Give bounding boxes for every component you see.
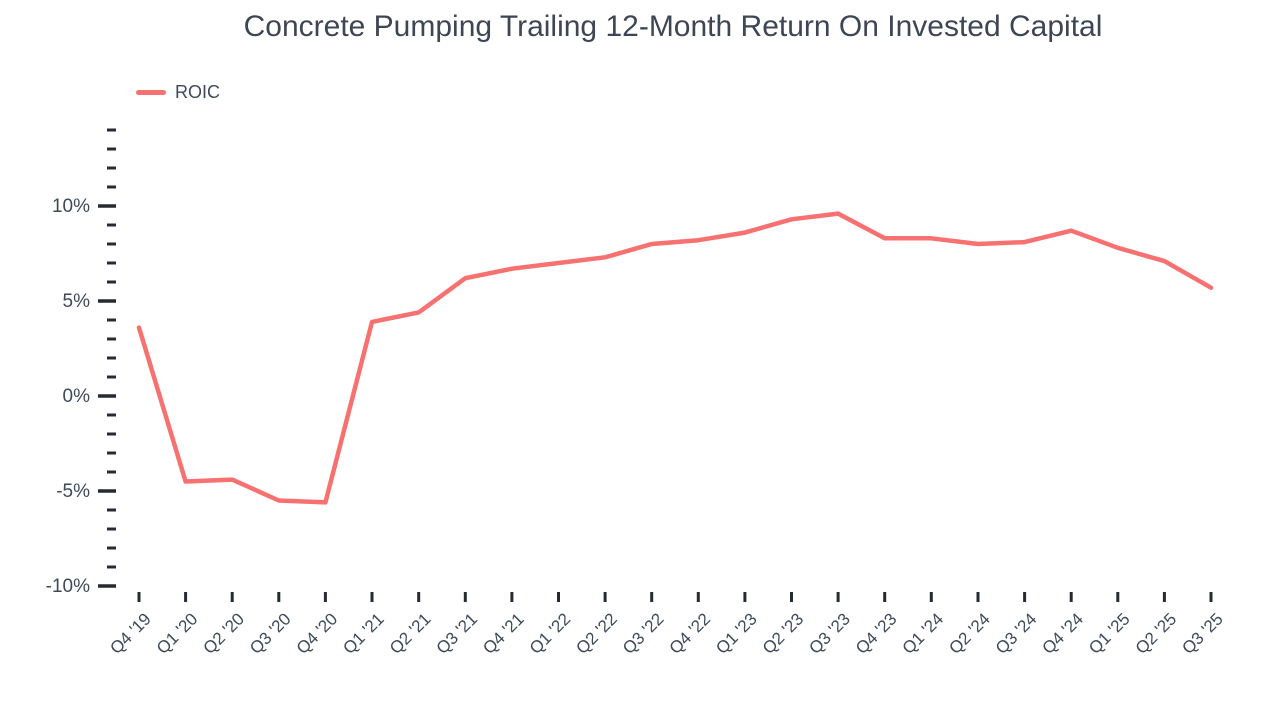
x-axis-label: Q1 '25 xyxy=(1085,609,1133,657)
x-axis-label: Q1 '20 xyxy=(153,609,201,657)
x-axis-label: Q4 '19 xyxy=(106,609,154,657)
x-axis-label: Q3 '24 xyxy=(992,609,1040,657)
x-axis-label: Q3 '22 xyxy=(619,609,667,657)
legend-label: ROIC xyxy=(175,82,220,102)
y-axis-label: 5% xyxy=(63,291,91,312)
x-axis-label: Q2 '25 xyxy=(1132,609,1180,657)
x-axis-label: Q2 '21 xyxy=(386,609,434,657)
y-axis-label: 0% xyxy=(63,386,91,407)
y-axis-label: -5% xyxy=(56,481,90,502)
x-axis-label: Q3 '21 xyxy=(433,609,481,657)
chart-title: Concrete Pumping Trailing 12-Month Retur… xyxy=(243,10,1103,43)
x-axis-label: Q3 '25 xyxy=(1178,609,1226,657)
legend-line-swatch xyxy=(136,90,166,95)
x-axis-label: Q4 '24 xyxy=(1039,609,1087,657)
x-axis-label: Q4 '20 xyxy=(293,609,341,657)
x-axis-label: Q4 '23 xyxy=(852,609,900,657)
y-axis-label: 10% xyxy=(52,196,90,217)
x-axis-label: Q4 '22 xyxy=(666,609,714,657)
x-axis-label: Q3 '20 xyxy=(246,609,294,657)
y-axis-label: -10% xyxy=(46,576,90,597)
legend: ROIC xyxy=(136,82,220,103)
x-axis-label: Q1 '22 xyxy=(526,609,574,657)
x-axis-label: Q3 '23 xyxy=(805,609,853,657)
x-axis-label: Q1 '23 xyxy=(712,609,760,657)
x-axis-label: Q2 '24 xyxy=(945,609,993,657)
x-axis-label: Q4 '21 xyxy=(479,609,527,657)
x-axis-label: Q2 '22 xyxy=(572,609,620,657)
roic-series-line xyxy=(136,211,1214,505)
x-axis-label: Q2 '20 xyxy=(200,609,248,657)
x-axis-label: Q1 '21 xyxy=(339,609,387,657)
x-axis-label: Q1 '24 xyxy=(899,609,947,657)
x-axis-label: Q2 '23 xyxy=(759,609,807,657)
